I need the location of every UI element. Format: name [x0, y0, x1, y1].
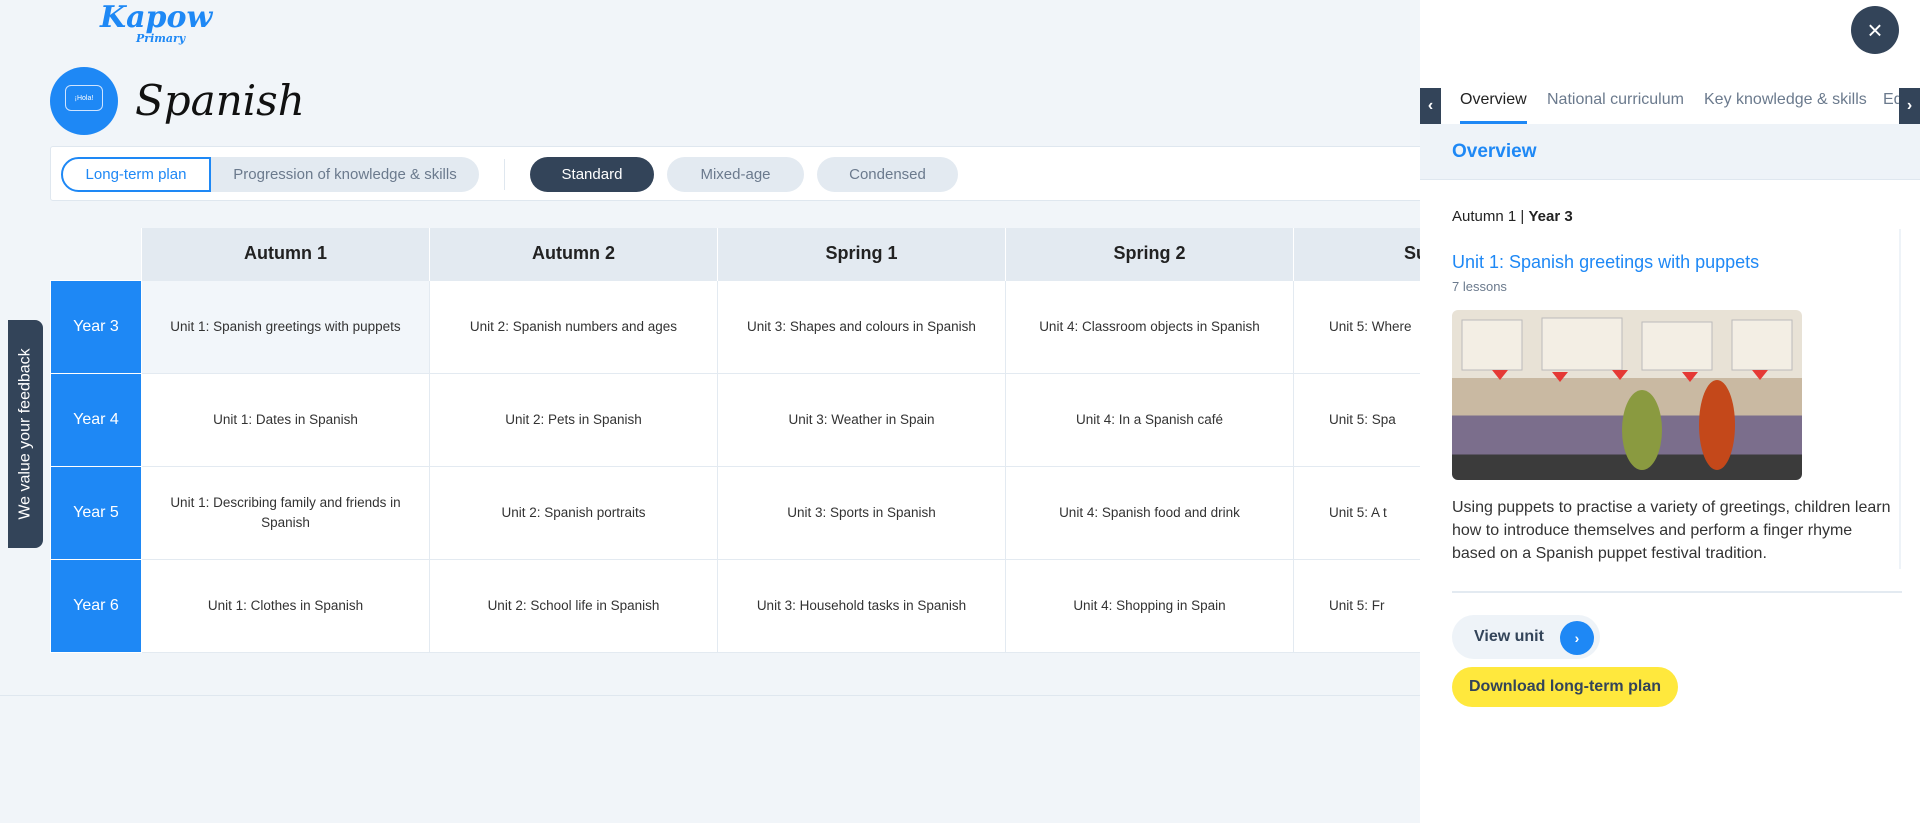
logo-text: Kapow: [100, 0, 213, 35]
plan-toolbar: Progression of knowledge & skills Long-t…: [50, 146, 1450, 201]
logo-subtext: Primary: [136, 32, 186, 45]
table-row: Year 5 Unit 1: Describing family and frie…: [50, 465, 1436, 560]
unit-cell[interactable]: Unit 2: Spanish numbers and ages: [429, 279, 718, 374]
tab-eq[interactable]: Eq: [1883, 91, 1903, 108]
year-label: Year 4: [50, 372, 142, 467]
unit-cell[interactable]: Unit 2: School life in Spanish: [429, 558, 718, 653]
column-header: Spring 1: [717, 228, 1006, 280]
long-term-plan-table: Autumn 1 Autumn 2 Spring 1 Spring 2 Sur …: [50, 228, 1436, 653]
unit-cell[interactable]: Unit 1: Spanish greetings with puppets: [141, 279, 430, 374]
unit-cell[interactable]: Unit 3: Sports in Spanish: [717, 465, 1006, 560]
tab-key-knowledge[interactable]: Key knowledge & skills: [1704, 91, 1867, 108]
scrollbar[interactable]: [1899, 229, 1901, 569]
download-long-term-plan-button[interactable]: Download long-term plan: [1452, 667, 1678, 707]
unit-description: Using puppets to practise a variety of g…: [1452, 499, 1891, 562]
plan-standard-button[interactable]: Standard: [530, 157, 654, 192]
table-row: Year 6 Unit 1: Clothes in Spanish Unit 2: …: [50, 558, 1436, 653]
chevron-left-icon[interactable]: ‹: [1420, 88, 1441, 124]
divider: [1452, 591, 1902, 593]
unit-cell[interactable]: Unit 1: Clothes in Spanish: [141, 558, 430, 653]
close-button[interactable]: ×: [1851, 6, 1899, 54]
unit-illustration: [1452, 310, 1802, 480]
chevron-right-icon[interactable]: ›: [1899, 88, 1920, 124]
section-title: Overview: [1420, 124, 1920, 180]
unit-cell[interactable]: Unit 5: Where: [1292, 279, 1436, 374]
kapow-logo[interactable]: Kapow Primary: [100, 0, 213, 45]
unit-cell[interactable]: Unit 4: Spanish food and drink: [1005, 465, 1294, 560]
unit-cell[interactable]: Unit 4: Shopping in Spain: [1005, 558, 1294, 653]
page-title: Spanish: [135, 76, 305, 125]
column-header: Autumn 2: [429, 228, 718, 280]
unit-cell[interactable]: Unit 2: Pets in Spanish: [429, 372, 718, 467]
feedback-label: We value your feedback: [16, 348, 34, 520]
unit-cell[interactable]: Unit 2: Spanish portraits: [429, 465, 718, 560]
column-header: Autumn 1: [141, 228, 430, 280]
view-unit-button[interactable]: View unit ›: [1452, 615, 1600, 659]
view-unit-label: View unit: [1474, 628, 1544, 645]
subject-icon-text: ¡Hola!: [65, 85, 103, 111]
tab-progression[interactable]: Progression of knowledge & skills: [191, 157, 479, 192]
tab-national-curriculum[interactable]: National curriculum: [1547, 91, 1684, 108]
unit-cell[interactable]: Unit 1: Dates in Spanish: [141, 372, 430, 467]
unit-cell[interactable]: Unit 4: Classroom objects in Spanish: [1005, 279, 1294, 374]
panel-tabs: ‹ Overview National curriculum Key knowl…: [1420, 88, 1920, 124]
column-header: Spring 2: [1005, 228, 1294, 280]
table-row: Year 4 Unit 1: Dates in Spanish Unit 2: Pe…: [50, 372, 1436, 467]
year-label: Year 5: [50, 465, 142, 560]
plan-condensed-button[interactable]: Condensed: [817, 157, 958, 192]
puppet-festival-illustration: [1461, 317, 1793, 470]
table-row: Year 3 Unit 1: Spanish greetings with pup…: [50, 279, 1436, 374]
unit-cell[interactable]: Unit 3: Household tasks in Spanish: [717, 558, 1006, 653]
column-header: Sur: [1293, 228, 1436, 280]
unit-cell[interactable]: Unit 5: A t: [1292, 465, 1436, 560]
speech-bubble-icon: ¡Hola!: [50, 67, 118, 135]
unit-cell[interactable]: Unit 3: Weather in Spain: [717, 372, 1006, 467]
year-label: Year 3: [50, 279, 142, 374]
year: Year 3: [1528, 208, 1573, 225]
plan-mixed-age-button[interactable]: Mixed-age: [667, 157, 804, 192]
unit-cell[interactable]: Unit 5: Spa: [1292, 372, 1436, 467]
divider: [504, 159, 505, 190]
tab-overview[interactable]: Overview: [1460, 91, 1527, 124]
feedback-tab[interactable]: We value your feedback: [8, 320, 43, 548]
unit-cell[interactable]: Unit 3: Shapes and colours in Spanish: [717, 279, 1006, 374]
unit-cell[interactable]: Unit 5: Fr: [1292, 558, 1436, 653]
unit-title-link[interactable]: Unit 1: Spanish greetings with puppets: [1452, 252, 1760, 272]
chevron-right-icon: ›: [1560, 621, 1594, 655]
term-year-label: Autumn 1 | Year 3: [1452, 208, 1573, 225]
unit-cell[interactable]: Unit 1: Describing family and friends in…: [141, 465, 430, 560]
year-label: Year 6: [50, 558, 142, 653]
divider: [0, 695, 1420, 696]
term: Autumn 1: [1452, 208, 1517, 225]
tab-long-term-plan[interactable]: Long-term plan: [61, 157, 211, 192]
lesson-count: 7 lessons: [1452, 279, 1507, 294]
unit-cell[interactable]: Unit 4: In a Spanish café: [1005, 372, 1294, 467]
corner-cell: [50, 228, 142, 280]
